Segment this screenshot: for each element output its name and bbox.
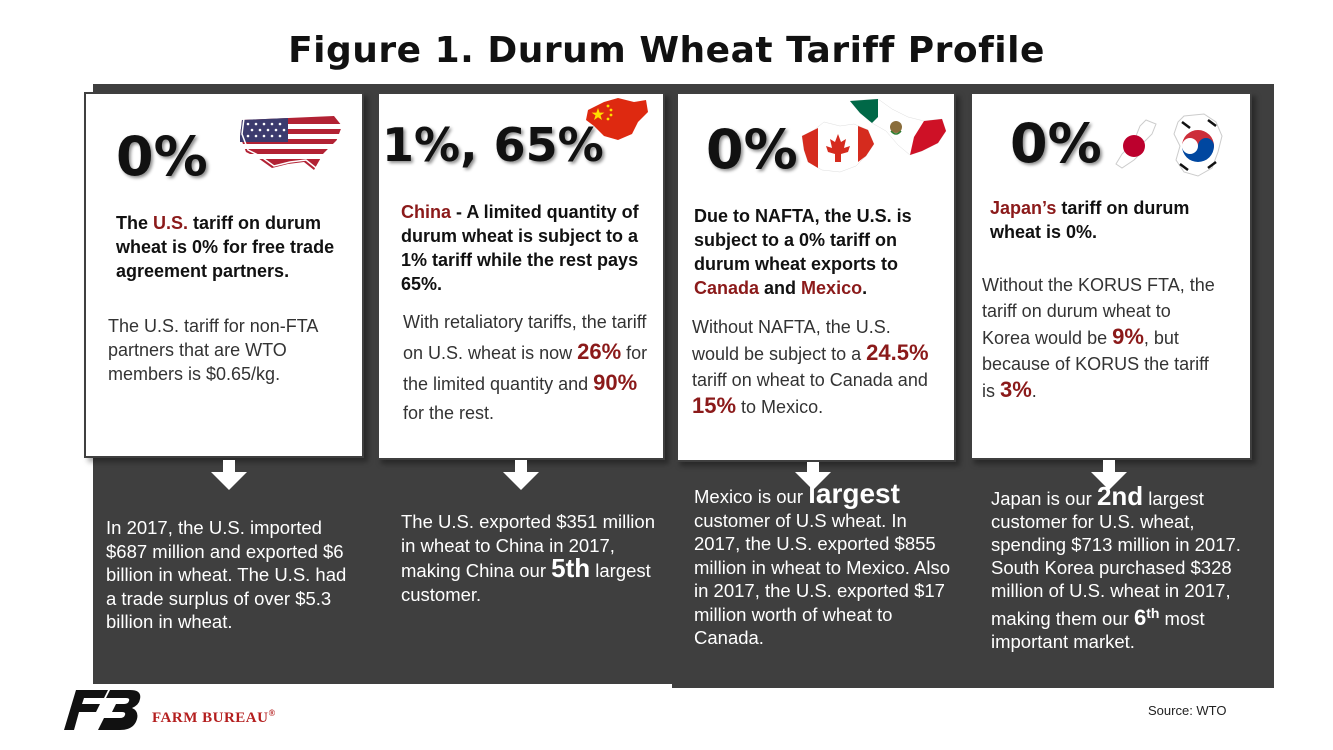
panel-japan-korea-detail: Without the KORUS FTA, the tariff on dur… <box>982 275 1215 402</box>
canada-flag-map-icon <box>801 121 875 173</box>
china-flag-map-icon <box>586 98 648 140</box>
us-flag-map-icon <box>238 113 344 170</box>
panel-nafta-rate: 0% <box>706 118 798 181</box>
panel-us-detail: The U.S. tariff for non-FTA partners tha… <box>108 316 318 384</box>
panel-japan-korea-rate: 0% <box>1010 112 1102 175</box>
panel-us-rate: 0% <box>116 125 208 188</box>
mexico-flag-map-icon <box>849 98 947 156</box>
panel-us-fact: In 2017, the U.S. imported $687 million … <box>106 517 347 632</box>
source-note: Source: WTO <box>1148 703 1227 718</box>
panel-china-headline: China - A limited quantity of durum whea… <box>401 202 639 294</box>
korea-flag-map-icon <box>1173 113 1223 177</box>
panel-china-fact: The U.S. exported $351 million in wheat … <box>401 511 655 605</box>
panel-china-detail: With retaliatory tariffs, the tariff on … <box>403 312 648 423</box>
page-title: Figure 1. Durum Wheat Tariff Profile <box>288 30 1045 71</box>
farm-bureau-logo-icon <box>64 690 141 730</box>
panel-japan-korea-headline: Japan’s tariff on durum wheat is 0%. <box>990 198 1190 242</box>
brand-name: FARM BUREAU® <box>152 708 276 726</box>
panel-japan-korea-fact: Japan is our 2nd largest customer for U.… <box>991 481 1241 653</box>
panel-us-headline: The U.S. tariff on durum wheat is 0% for… <box>116 213 335 281</box>
panel-nafta-detail: Without NAFTA, the U.S. would be subject… <box>692 317 929 418</box>
panel-china-rate: 1%, 65% <box>382 118 604 172</box>
panel-nafta-headline: Due to NAFTA, the U.S. is subject to a 0… <box>694 206 912 298</box>
panel-china-card <box>377 92 665 460</box>
japan-flag-map-icon <box>1115 119 1157 169</box>
panel-nafta-fact: Mexico is our largest customer of U.S wh… <box>694 478 951 649</box>
